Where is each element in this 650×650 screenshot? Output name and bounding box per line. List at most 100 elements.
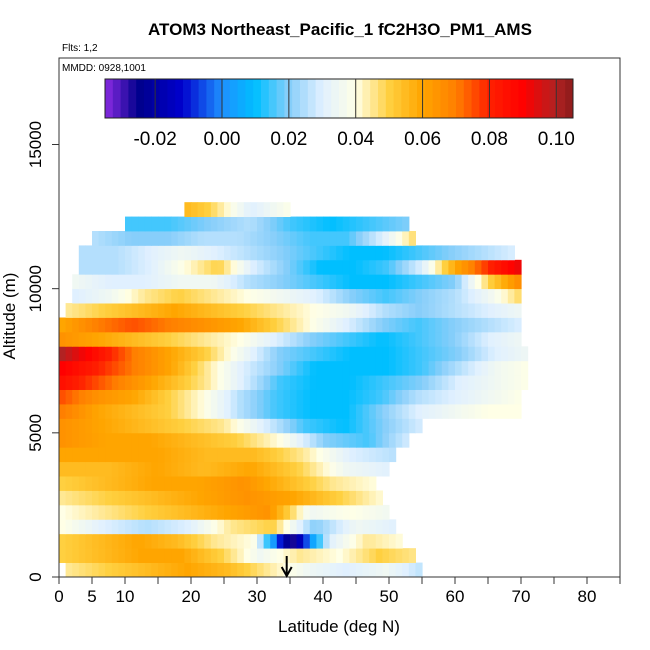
heatmap-cell xyxy=(144,259,152,275)
heatmap-cell xyxy=(257,389,265,405)
heatmap-cell xyxy=(257,490,265,506)
heatmap-cell xyxy=(197,303,205,318)
heatmap-cell xyxy=(270,346,278,362)
heatmap-cell xyxy=(408,346,416,362)
heatmap-cell xyxy=(521,360,529,376)
heatmap-cell xyxy=(171,389,179,405)
x-tick-label: 60 xyxy=(446,587,465,606)
heatmap-cell xyxy=(98,274,106,290)
heatmap-cell xyxy=(263,548,271,563)
heatmap-cell xyxy=(389,331,397,347)
heatmap-cell xyxy=(230,317,238,333)
heatmap-cell xyxy=(243,202,251,217)
heatmap-cell xyxy=(65,519,73,535)
heatmap-cell xyxy=(78,519,86,535)
heatmap-cell xyxy=(250,202,258,217)
heatmap-cell xyxy=(375,274,383,290)
heatmap-cell xyxy=(98,418,106,434)
heatmap-cell xyxy=(349,418,357,434)
heatmap-cell xyxy=(455,245,463,261)
heatmap-cell xyxy=(375,562,383,578)
heatmap-cell xyxy=(92,461,100,477)
heatmap-cell xyxy=(171,533,179,549)
heatmap-cell xyxy=(349,562,357,578)
heatmap-cell xyxy=(382,461,390,477)
heatmap-cell xyxy=(474,389,482,405)
heatmap-cell xyxy=(92,418,100,434)
heatmap-cell xyxy=(177,360,185,376)
heatmap-cell xyxy=(85,476,93,491)
heatmap-cell xyxy=(243,519,251,535)
heatmap-cell xyxy=(191,231,199,246)
heatmap-cell xyxy=(59,317,67,333)
heatmap-cell xyxy=(441,331,449,347)
heatmap-cell xyxy=(342,533,350,549)
heatmap-cell xyxy=(217,331,225,347)
heatmap-cell xyxy=(283,202,291,217)
heatmap-cell xyxy=(441,375,449,390)
heatmap-cell xyxy=(441,317,449,333)
heatmap-cell xyxy=(98,476,106,491)
heatmap-cell xyxy=(369,432,377,448)
heatmap-cell xyxy=(197,418,205,434)
heatmap-cell xyxy=(422,259,430,275)
heatmap-cell xyxy=(461,288,469,304)
heatmap-cell xyxy=(177,533,185,549)
heatmap-cell xyxy=(356,375,364,390)
heatmap-cell xyxy=(389,346,397,362)
heatmap-cell xyxy=(59,476,67,491)
heatmap-cell xyxy=(356,360,364,376)
heatmap-cell xyxy=(197,317,205,333)
heatmap-cell xyxy=(237,418,245,434)
heatmap-cell xyxy=(250,476,258,491)
heatmap-cell xyxy=(356,404,364,419)
heatmap-cell xyxy=(356,346,364,362)
heatmap-cell xyxy=(177,317,185,333)
heatmap-cell xyxy=(488,259,496,275)
heatmap-cell xyxy=(217,274,225,290)
heatmap-cell xyxy=(92,432,100,448)
heatmap-cell xyxy=(263,389,271,405)
heatmap-cell xyxy=(151,231,159,246)
heatmap-cell xyxy=(474,259,482,275)
heatmap-cell xyxy=(323,389,331,405)
heatmap-cell xyxy=(118,404,126,419)
heatmap-cell xyxy=(224,504,232,520)
heatmap-cell xyxy=(191,490,199,506)
heatmap-cell xyxy=(389,548,397,563)
heatmap-cell xyxy=(250,548,258,563)
heatmap-cell xyxy=(316,404,324,419)
heatmap-cell xyxy=(138,519,146,535)
heatmap-cell xyxy=(131,404,139,419)
heatmap-cell xyxy=(382,216,390,232)
heatmap-cell xyxy=(230,245,238,261)
heatmap-cell xyxy=(514,303,522,318)
heatmap-cell xyxy=(138,288,146,304)
heatmap-cell xyxy=(78,432,86,448)
heatmap-cell xyxy=(369,259,377,275)
heatmap-cell xyxy=(395,562,403,578)
heatmap-cell xyxy=(138,404,146,419)
x-tick-label: 40 xyxy=(314,587,333,606)
heatmap-cell xyxy=(402,375,410,390)
heatmap-cell xyxy=(349,360,357,376)
heatmap-cell xyxy=(237,389,245,405)
heatmap-cell xyxy=(125,288,133,304)
colorbar-segment xyxy=(448,79,457,118)
heatmap-cell xyxy=(144,447,152,463)
heatmap-cell xyxy=(92,245,100,261)
x-tick-label: 30 xyxy=(248,587,267,606)
heatmap-cell xyxy=(316,504,324,520)
heatmap-cell xyxy=(72,447,80,463)
heatmap-cell xyxy=(395,231,403,246)
heatmap-cell xyxy=(448,303,456,318)
heatmap-cell xyxy=(514,274,522,290)
heatmap-cell xyxy=(92,562,100,578)
heatmap-cell xyxy=(111,346,119,362)
heatmap-cell xyxy=(197,331,205,347)
heatmap-cell xyxy=(118,533,126,549)
heatmap-cell xyxy=(243,389,251,405)
heatmap-cell xyxy=(296,548,304,563)
heatmap-cell xyxy=(204,389,212,405)
heatmap-cell xyxy=(65,432,73,448)
